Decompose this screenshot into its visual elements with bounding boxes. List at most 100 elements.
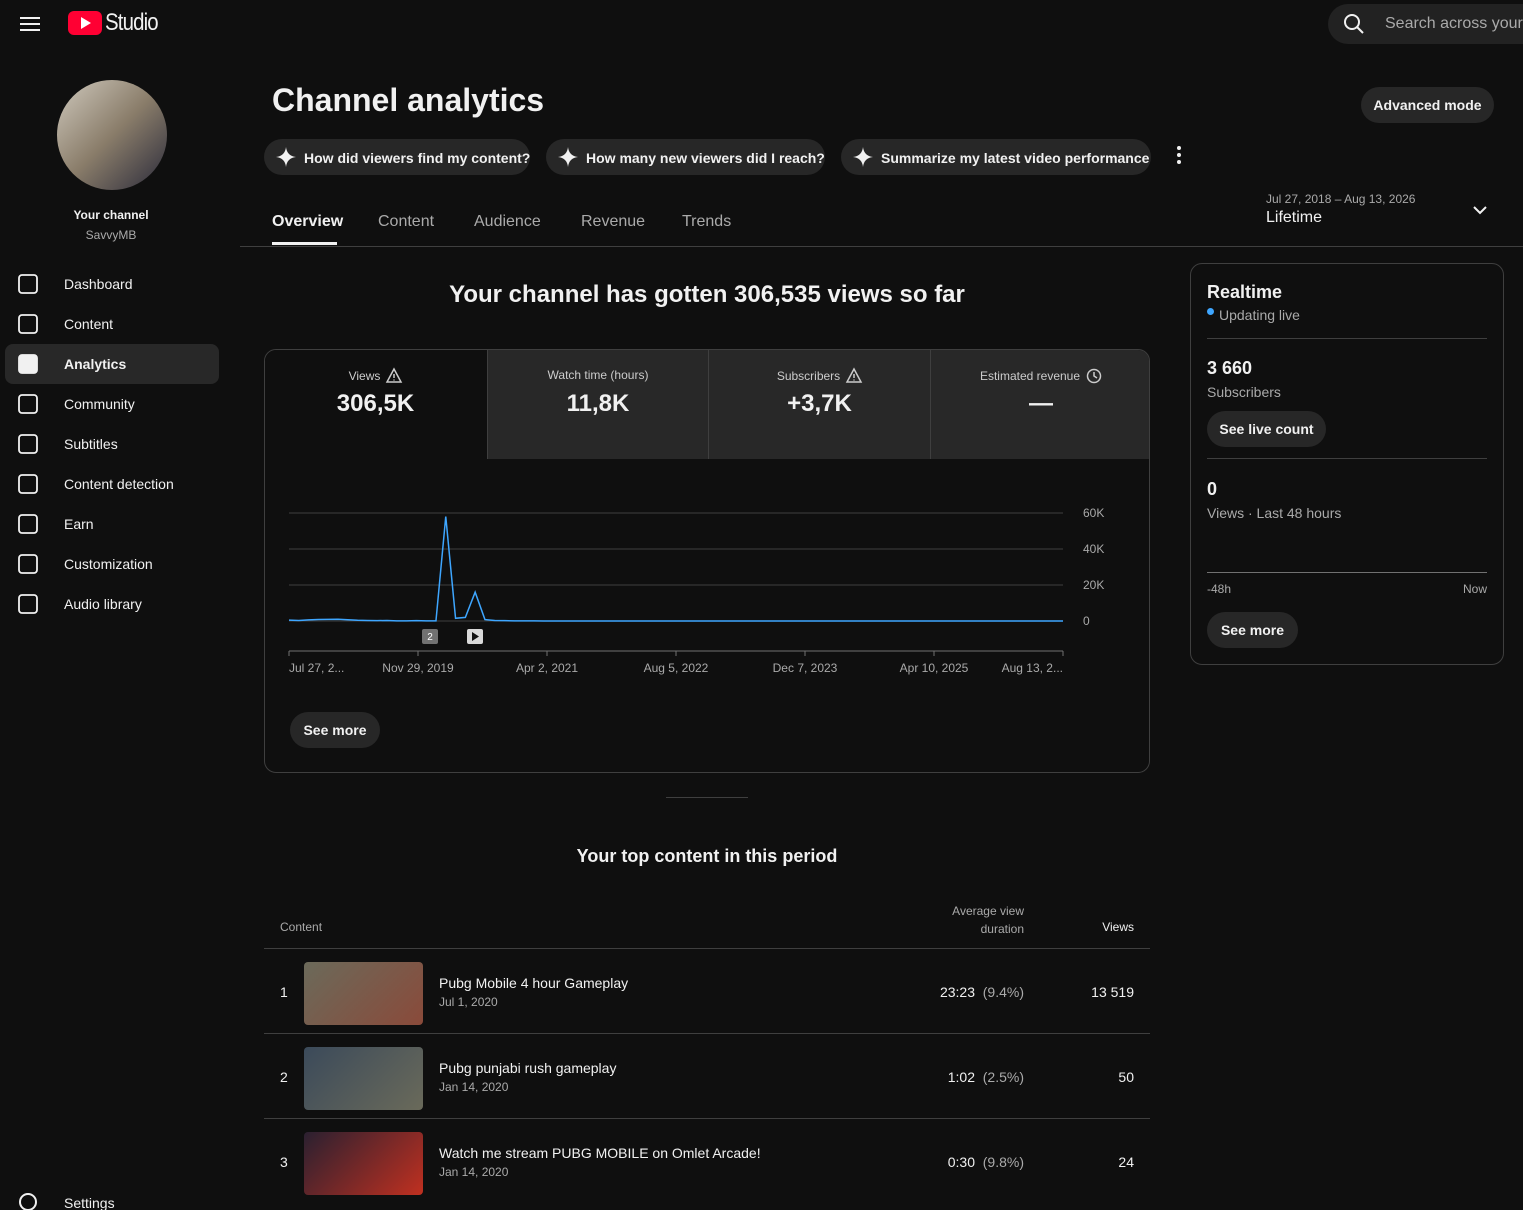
realtime-status: Updating live (1219, 307, 1300, 323)
realtime-card: Realtime Updating live 3 660 Subscribers See… (1190, 263, 1504, 665)
nav-item[interactable]: Analytics (5, 344, 219, 384)
x-tick-label: Apr 10, 2025 (900, 661, 969, 675)
content-row[interactable]: 1 Pubg Mobile 4 hour Gameplay Jul 1, 2020 2… (264, 948, 1150, 1034)
channel-label: Your channel (73, 208, 149, 222)
y-tick-label: 60K (1083, 506, 1104, 520)
tab-underline (272, 242, 337, 245)
metric-value: — (1029, 390, 1053, 417)
see-more-button[interactable]: See more (1207, 612, 1298, 648)
rank: 1 (280, 984, 288, 1000)
metric-icon (386, 367, 403, 383)
tab[interactable]: Trends (682, 213, 732, 230)
settings-label[interactable]: Settings (64, 1195, 115, 1210)
icon-shape (18, 434, 38, 454)
tab[interactable]: Revenue (581, 213, 646, 230)
menu-bar (20, 23, 40, 25)
metric-label-row: Subscribers (709, 367, 930, 384)
metric-tab[interactable]: Estimated revenue — (929, 350, 1150, 459)
search-placeholder: Search across your (1385, 15, 1523, 32)
nav-item[interactable]: Community (5, 384, 219, 424)
dot (1177, 146, 1181, 150)
live-count-button[interactable]: See live count (1207, 411, 1326, 447)
period[interactable]: Lifetime (1266, 209, 1323, 226)
realtime-axis (1207, 572, 1487, 573)
nav-label: Subtitles (64, 436, 118, 452)
prompt-chip[interactable]: How did viewers find my content? (264, 139, 530, 175)
sparkle-icon (558, 147, 578, 167)
dot (1177, 160, 1181, 164)
metric-value: 306,5K (336, 390, 415, 417)
content-row[interactable]: 3 Watch me stream PUBG MOBILE on Omlet Ar… (264, 1118, 1150, 1204)
x-tick-label: Aug 5, 2022 (644, 661, 709, 675)
nav-label: Earn (64, 516, 94, 532)
menu-icon (20, 17, 40, 31)
icon-shape (18, 314, 38, 334)
event-marker (422, 629, 438, 644)
sparkle-icon (276, 147, 296, 167)
metrics-card: Views 306,5K Watch time (hours) 11,8K Subscr… (264, 349, 1150, 773)
icon-shape (18, 474, 38, 494)
tab[interactable]: Overview (272, 213, 344, 230)
nav-item[interactable]: Content (5, 304, 219, 344)
views-line (288, 516, 1063, 622)
nav-label: Analytics (64, 356, 127, 372)
nav-label: Community (64, 396, 135, 412)
youtube-logo (68, 11, 102, 35)
advanced-mode-button[interactable]: Advanced mode (1361, 87, 1494, 123)
prompt-chip[interactable]: Summarize my latest video performance (841, 139, 1151, 175)
nav-item[interactable]: Earn (5, 504, 219, 544)
metric-value: 11,8K (566, 390, 630, 417)
views: 24 (1118, 1154, 1134, 1170)
rank: 2 (280, 1069, 288, 1085)
rank: 3 (280, 1154, 288, 1170)
nav-item[interactable]: Content detection (5, 464, 219, 504)
see-more-button[interactable]: See more (290, 712, 380, 748)
views-chart: 0 20K 40K 60K Jul 27, 2... Nov 29, 2019 Apr 2,… (288, 506, 1104, 675)
metric-label-row: Estimated revenue (931, 368, 1150, 384)
metric-tab[interactable]: Views 306,5K (265, 350, 486, 459)
search-icon (1344, 14, 1364, 34)
metric-value: +3,7K (787, 390, 852, 417)
nav-icon (18, 554, 38, 574)
subscriber-count: 3 660 (1207, 358, 1253, 378)
divider (240, 246, 1523, 247)
section-divider (666, 797, 748, 798)
thumbnail (304, 1047, 423, 1110)
prompt-chip[interactable]: How many new viewers did I reach? (546, 139, 825, 175)
video-marker-play (472, 632, 479, 641)
nav-item[interactable]: Subtitles (5, 424, 219, 464)
nav-label: Customization (64, 556, 153, 572)
metric-label: Watch time (hours) (547, 368, 649, 382)
realtime-title: Realtime (1207, 282, 1283, 302)
y-tick-label: 20K (1083, 578, 1104, 592)
metric-tab[interactable]: Subscribers +3,7K (708, 350, 930, 459)
search-box[interactable]: Search across your (1328, 4, 1523, 44)
nav-item[interactable]: Audio library (5, 584, 219, 624)
icon-shape (18, 514, 38, 534)
x-tick-label: Dec 7, 2023 (773, 661, 838, 675)
gear (19, 1193, 37, 1210)
views: 13 519 (1091, 984, 1134, 1000)
column-header: Views (1102, 920, 1134, 934)
handle (1356, 26, 1364, 34)
nav-icon (18, 354, 38, 374)
views-count: 0 (1207, 479, 1218, 499)
metric-tab[interactable]: Watch time (hours) 11,8K (486, 350, 709, 459)
icon-shape (18, 554, 38, 574)
prompt-label: Summarize my latest video performance (881, 150, 1150, 166)
tab[interactable]: Content (378, 213, 435, 230)
avg-duration: 1:02 (947, 1069, 975, 1085)
video-title: Pubg Mobile 4 hour Gameplay (439, 975, 629, 991)
nav-item[interactable]: Dashboard (5, 264, 219, 304)
avg-percent: (9.4%) (982, 984, 1024, 1000)
nav-icon (18, 474, 38, 494)
tab[interactable]: Audience (474, 213, 541, 230)
subscriber-label: Subscribers (1207, 384, 1281, 400)
date-range: Jul 27, 2018 – Aug 13, 2026 (1266, 192, 1416, 206)
axis-end: Now (1462, 582, 1487, 596)
metric-icon (1086, 368, 1102, 384)
content-row[interactable]: 2 Pubg punjabi rush gameplay Jan 14, 2020 1… (264, 1033, 1150, 1119)
metric-label-row: Watch time (hours) (488, 368, 709, 382)
nav-item[interactable]: Customization (5, 544, 219, 584)
sparkle-icon (853, 147, 873, 167)
